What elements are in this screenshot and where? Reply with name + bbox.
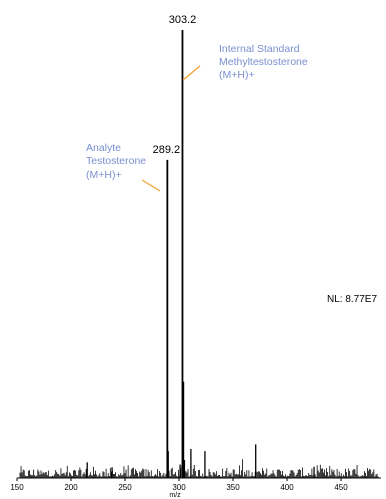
annotation-line: Testosterone <box>86 155 146 167</box>
annotation-line: Analyte <box>86 142 121 154</box>
annotation-line: (M+H)+ <box>219 69 255 81</box>
x-tick-label: 250 <box>118 483 132 492</box>
peak-label-289: 289.2 <box>153 144 181 156</box>
spectrum-peaks <box>86 30 315 478</box>
x-axis-label: m/z <box>169 492 181 499</box>
x-axis-ticks: 150 200 250 300 350 400 450 <box>10 478 348 492</box>
analyte-annotation: Analyte Testosterone (M+H)+ <box>86 142 161 192</box>
x-tick-label: 200 <box>64 483 78 492</box>
annotation-line: (M+H)+ <box>86 169 122 181</box>
normalization-level-label: NL: 8.77E7 <box>327 294 377 305</box>
x-tick-label: 300 <box>172 483 186 492</box>
annotation-leader-line <box>182 65 201 81</box>
x-tick-label: 150 <box>10 483 24 492</box>
noise-path <box>19 459 379 478</box>
x-tick-label: 450 <box>334 483 348 492</box>
annotation-leader-line <box>141 179 161 192</box>
annotation-line: Methyltestosterone <box>219 56 308 68</box>
annotation-line: Internal Standard <box>219 43 300 55</box>
baseline-noise <box>19 459 379 478</box>
x-tick-label: 350 <box>226 483 240 492</box>
internal-standard-annotation: Internal Standard Methyltestosterone (M+… <box>182 43 308 81</box>
peak-label-303: 303.2 <box>169 14 197 26</box>
x-tick-label: 400 <box>280 483 294 492</box>
